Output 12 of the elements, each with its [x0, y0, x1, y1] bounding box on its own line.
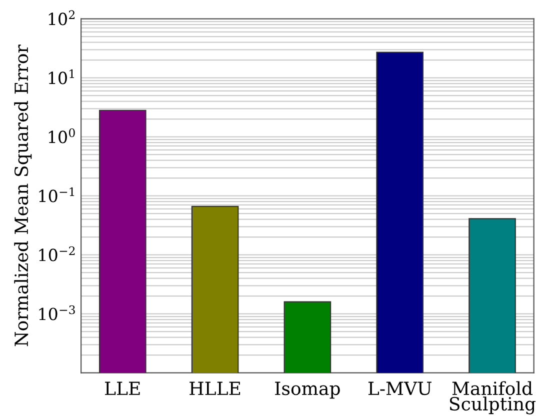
y-tick-label: 10$^{−1}$ — [39, 187, 74, 202]
x-tick-label: Isomap — [275, 382, 340, 399]
y-tick-label: 10$^{0}$ — [48, 128, 75, 144]
y-axis-title: Normalized Mean Squared Error — [14, 44, 32, 346]
y-tick-label: 10$^{−2}$ — [39, 246, 75, 262]
y-tick-label: 10$^{−3}$ — [39, 305, 75, 320]
y-tick-label: 10$^{1}$ — [48, 69, 74, 84]
x-tick-label: LLE — [105, 382, 140, 395]
x-tick-label: HLLE — [190, 382, 240, 395]
x-tick-label: L-MVU — [368, 382, 432, 396]
x-tick-label: Manifold Sculpting — [450, 381, 536, 414]
y-tick-label: 10$^{2}$ — [48, 10, 74, 26]
